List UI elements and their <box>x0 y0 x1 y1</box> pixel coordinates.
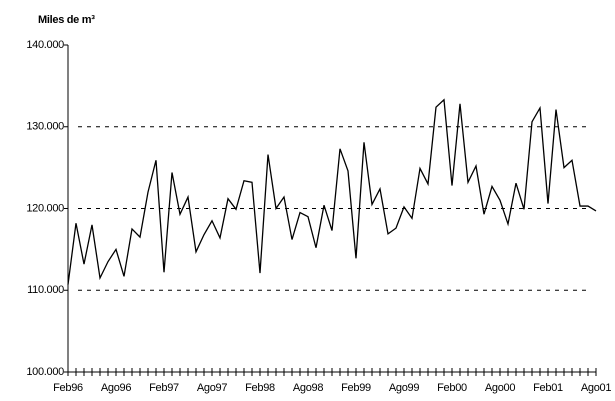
x-tick-label: Feb00 <box>437 382 467 394</box>
data-line <box>67 98 597 285</box>
x-tick-label: Feb01 <box>533 382 563 394</box>
y-tick-label: 100.000 <box>26 366 64 378</box>
y-tick-label: 130.000 <box>26 121 64 133</box>
x-tick-label: Ago97 <box>197 382 227 394</box>
x-tick-label: Ago96 <box>101 382 131 394</box>
y-axis-title: Miles de m³ <box>38 14 95 26</box>
x-tick-label: Ago98 <box>293 382 323 394</box>
x-tick-label: Feb98 <box>245 382 275 394</box>
x-tick-label: Feb96 <box>53 382 83 394</box>
y-tick-label: 120.000 <box>26 202 64 214</box>
y-tick-label: 140.000 <box>26 39 64 51</box>
x-tick-label: Ago01 <box>581 382 611 394</box>
y-tick-label: 110.000 <box>27 284 64 296</box>
x-tick-label: Ago99 <box>389 382 419 394</box>
x-tick-label: Feb97 <box>149 382 179 394</box>
x-tick-label: Ago00 <box>485 382 515 394</box>
x-tick-label: Feb99 <box>341 382 371 394</box>
